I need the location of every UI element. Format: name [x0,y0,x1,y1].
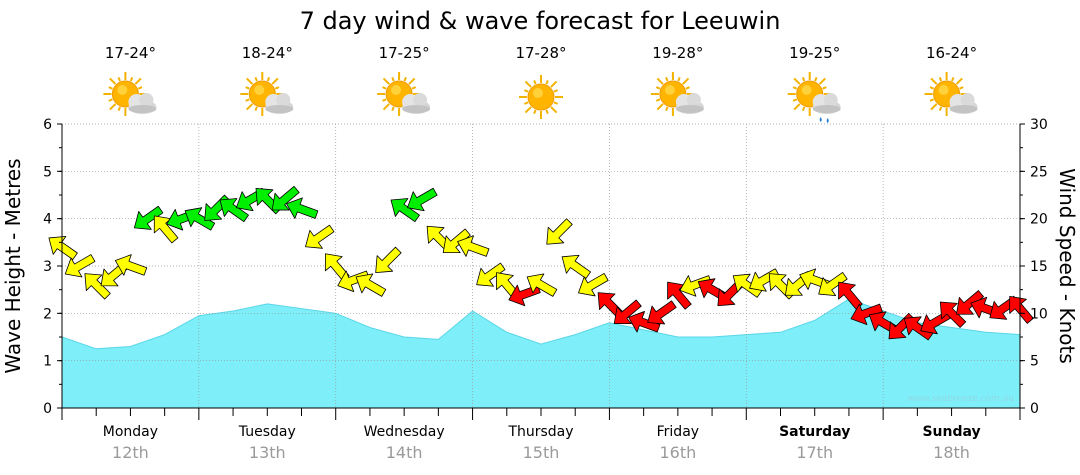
wind-arrow [457,235,490,257]
watermark: www.seabreeze.com.au [907,394,1014,404]
temperature-label: 17-24° [105,44,156,62]
partly-cloudy-icon [377,72,431,116]
left-tick-label: 5 [43,164,52,180]
wind-arrow [647,300,677,325]
left-tick-label: 6 [43,117,52,133]
wind-arrow [114,254,148,276]
sunny-icon [519,75,563,119]
right-tick-label: 5 [1030,354,1039,370]
wind-arrow [184,207,216,231]
right-axis-label: Wind Speed - Knots [1055,168,1079,364]
day-name-label: Monday [103,424,158,440]
axes-layer: 0 1 2 3 4 5 6 0 5 10 15 20 25 30 Monday 12th Tuesday 13th… [43,117,1048,462]
day-name-label: Saturday [779,424,850,440]
left-tick-label: 1 [43,354,52,370]
wind-arrow [732,273,763,298]
right-tick-label: 10 [1030,306,1048,322]
day-date-label: 17th [796,443,833,462]
partly-cloudy-icon [103,72,157,116]
day-name-label: Tuesday [238,424,296,440]
wind-arrow [407,187,438,212]
temperature-label: 16-24° [926,44,977,62]
day-name-label: Friday [657,424,699,440]
cloud-rain-icon [787,72,841,123]
right-tick-label: 25 [1030,164,1048,180]
left-tick-label: 2 [43,306,52,322]
chart-title: 7 day wind & wave forecast for Leeuwin [300,7,781,35]
day-name-label: Wednesday [364,424,445,440]
wind-arrow [84,273,111,300]
temperature-label: 18-24° [242,44,293,62]
wind-arrow [133,205,164,230]
wind-arrow [850,303,883,326]
wind-arrow [903,316,934,341]
left-tick-label: 4 [43,212,52,228]
wind-arrow [613,299,642,325]
wind-arrow [578,273,609,297]
day-date-label: 12th [112,443,149,462]
temperature-label: 19-25° [789,44,840,62]
wind-arrow [390,198,420,223]
wind-arrow [476,262,506,287]
wind-arrow [818,272,848,297]
wind-arrow [48,235,78,260]
partly-cloudy-icon [650,72,704,116]
partly-cloudy-icon [924,72,978,116]
right-tick-label: 15 [1030,259,1048,275]
day-date-label: 14th [386,443,423,462]
wind-arrow [526,273,558,297]
wind-arrow [1009,295,1034,324]
wind-arrow [442,228,471,254]
wave-height-area [62,299,1020,408]
right-tick-label: 20 [1030,212,1048,228]
temperature-label: 19-28° [652,44,703,62]
partly-cloudy-icon [240,72,294,116]
wind-arrow [219,198,249,223]
temperature-label: 17-28° [515,44,566,62]
left-tick-label: 0 [43,401,52,417]
day-date-label: 16th [659,443,696,462]
left-tick-label: 3 [43,259,52,275]
wind-arrow [64,254,96,278]
day-date-label: 15th [523,443,560,462]
wind-arrow [628,311,661,333]
day-date-label: 13th [249,443,286,462]
left-axis-label: Wave Height - Metres [1,158,25,373]
right-tick-label: 0 [1030,401,1039,417]
wind-arrow [546,218,573,245]
day-name-label: Sunday [922,424,980,440]
wind-arrow [375,246,402,274]
day-date-label: 18th [933,443,970,462]
wind-arrow [286,197,319,219]
wind-arrow [956,290,984,315]
day-name-label: Thursday [507,424,573,440]
wind-arrow [355,273,387,297]
wind-arrows-layer [48,185,1034,341]
temperature-label: 17-25° [379,44,430,62]
wind-arrow [561,254,592,279]
wind-arrow [939,301,967,328]
daily-forecast-row: 17-24° 18-24° 17-25° 17-28° 19-28° 19-25° 16-2… [103,44,978,123]
right-tick-label: 30 [1030,117,1048,133]
wind-arrow [305,224,335,249]
wind-arrow [271,185,300,211]
